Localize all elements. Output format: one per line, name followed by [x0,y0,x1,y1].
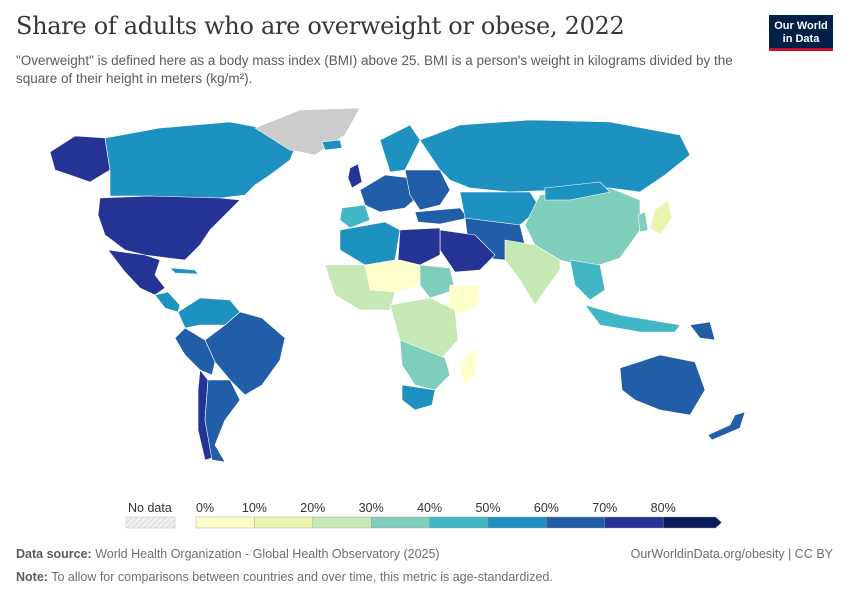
region-sahel[interactable] [364,259,421,293]
region-horn-africa[interactable] [447,284,481,316]
region-libya-egypt[interactable] [397,227,441,266]
region-korea[interactable] [637,211,649,233]
chart-subtitle: "Overweight" is defined here as a body m… [16,53,733,86]
legend-bin[interactable] [312,516,372,529]
data-source-label: Data source: [16,547,92,561]
region-china[interactable] [524,187,641,269]
region-north-africa-west[interactable] [339,221,401,266]
region-turkey[interactable] [414,207,469,225]
region-greenland [254,107,361,156]
data-source: Data source: World Health Organization -… [16,547,440,561]
region-india[interactable] [504,239,561,306]
region-united-states[interactable] [97,195,241,261]
legend-tick-label: 50% [475,501,500,515]
region-indonesia[interactable] [584,304,681,333]
region-sudan[interactable] [419,264,456,299]
note-text: To allow for comparisons between countri… [51,570,553,584]
region-western-europe[interactable] [359,174,421,213]
legend-tick-label: 0% [196,501,214,515]
region-scandinavia[interactable] [379,124,421,173]
color-legend: No data 0% 10% 20% 30% 40% 50% 60% 70% 80% [125,501,722,529]
legend-bin[interactable] [604,516,664,529]
legend-tick-label: 40% [417,501,442,515]
region-madagascar[interactable] [459,347,479,386]
region-mexico[interactable] [107,249,166,296]
region-iceland[interactable] [321,139,343,151]
region-peru-bolivia[interactable] [174,327,216,376]
region-canada[interactable] [104,121,301,199]
credit-link[interactable]: OurWorldinData.org/obesity | CC BY [630,547,833,561]
region-central-america[interactable] [154,291,181,313]
region-russia[interactable] [419,119,691,193]
logo-line2: in Data [782,33,820,45]
region-png[interactable] [689,321,716,341]
region-new-zealand[interactable] [707,411,746,441]
logo-bar [769,48,833,51]
region-japan[interactable] [649,199,673,236]
legend-bin[interactable] [429,516,489,529]
owid-logo[interactable]: Our World in Data [769,15,833,51]
legend-bin[interactable] [546,516,606,529]
region-australia[interactable] [619,354,706,416]
legend-no-data-swatch[interactable] [125,516,176,529]
legend-tick-label: 60% [534,501,559,515]
footnote: Note: To allow for comparisons between c… [16,570,553,584]
legend-bin[interactable] [487,516,547,529]
region-uk[interactable] [347,163,363,189]
world-map[interactable] [0,100,850,490]
legend-no-data-label: No data [128,501,172,515]
legend-bin[interactable] [663,516,722,529]
region-southeast-asia[interactable] [569,259,606,301]
region-west-africa[interactable] [324,264,396,311]
region-cuba[interactable] [169,267,199,275]
legend-tick-label: 30% [359,501,384,515]
data-source-link[interactable]: World Health Organization - Global Healt… [95,547,440,561]
region-iberia[interactable] [339,204,371,229]
note-label: Note: [16,570,48,584]
region-south-africa[interactable] [401,384,436,411]
legend-tick-label: 70% [592,501,617,515]
chart-title: Share of adults who are overweight or ob… [16,12,625,40]
legend-tick-label: 80% [651,501,676,515]
legend-tick-label: 20% [300,501,325,515]
legend-bin[interactable] [195,516,255,529]
logo-line1: Our World [774,20,828,32]
legend-bin[interactable] [371,516,430,529]
region-eastern-europe[interactable] [404,169,451,211]
region-argentina[interactable] [204,379,241,463]
region-mongolia[interactable] [544,181,611,201]
region-alaska[interactable] [49,135,111,183]
legend-tick-label: 10% [242,501,267,515]
legend-bin[interactable] [254,516,313,529]
